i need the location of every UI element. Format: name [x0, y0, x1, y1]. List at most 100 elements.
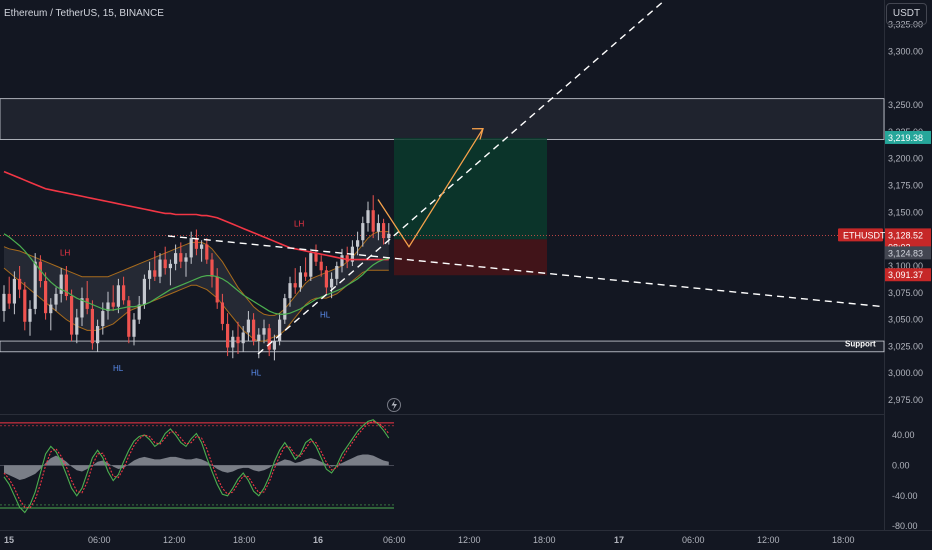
- candle-body: [96, 326, 100, 344]
- candle-body: [142, 278, 146, 305]
- projection-path: [377, 128, 484, 248]
- osc-tick: 40.00: [892, 430, 915, 440]
- candle-body: [189, 238, 193, 258]
- candle-body: [366, 210, 370, 224]
- label-hl-right: HL: [320, 310, 331, 319]
- candle-body: [345, 255, 349, 262]
- time-tick: 18:00: [533, 535, 556, 545]
- candle-body: [12, 278, 16, 304]
- candle-body: [33, 261, 37, 309]
- candle-body: [70, 296, 74, 335]
- price-tick: 3,025.00: [888, 341, 923, 351]
- candle-body: [7, 293, 11, 304]
- price-tag: [885, 130, 931, 144]
- candle-body: [330, 278, 334, 288]
- candle-body: [132, 319, 136, 337]
- price-tick: 3,000.00: [888, 368, 923, 378]
- price-tick: 3,100.00: [888, 261, 923, 271]
- candle-body: [174, 253, 178, 264]
- candle-body: [168, 263, 172, 269]
- label-hl-left: HL: [113, 364, 124, 373]
- candle-body: [371, 210, 375, 232]
- time-tick: 12:00: [163, 535, 186, 545]
- candle-body: [376, 223, 380, 232]
- position-stop-box: [394, 239, 547, 276]
- candle-body: [200, 244, 204, 249]
- time-tick: 18:00: [832, 535, 855, 545]
- candle-body: [90, 308, 94, 344]
- candle-body: [2, 293, 6, 312]
- time-tick: 06:00: [88, 535, 111, 545]
- candle-body: [106, 302, 110, 312]
- candle-body: [153, 270, 157, 277]
- band-lower-line: [3, 267, 389, 342]
- candle-body: [314, 253, 318, 262]
- candle-body: [127, 300, 131, 337]
- candle-body: [220, 302, 224, 324]
- ema-red-line: [3, 170, 389, 261]
- osc-tick: 0.00: [892, 460, 910, 470]
- symbol-title[interactable]: Ethereum / TetherUS, 15, BINANCE: [4, 8, 164, 19]
- current-price-value: 3,128.52: [888, 230, 923, 240]
- price-tag-label: 3,091.37: [888, 270, 923, 280]
- candle-body: [361, 223, 365, 241]
- candle-body: [28, 308, 32, 322]
- candle-body: [319, 261, 323, 271]
- label-lh-right: LH: [294, 219, 304, 228]
- candles: [2, 195, 391, 361]
- candle-body: [324, 270, 328, 288]
- candle-body: [246, 319, 250, 333]
- candle-body: [194, 238, 198, 249]
- candle-body: [54, 293, 58, 305]
- candle-body: [158, 259, 162, 277]
- candle-body: [38, 261, 42, 282]
- candle-body: [137, 304, 141, 320]
- price-tick: 2,975.00: [888, 395, 923, 405]
- time-tick: 12:00: [757, 535, 780, 545]
- candle-body: [241, 332, 245, 344]
- trendline-ascending: [257, 0, 666, 355]
- symbol-tag-label: ETHUSDT: [843, 230, 886, 240]
- osc-histogram: [4, 454, 389, 480]
- time-tick: 16: [313, 535, 323, 545]
- candle-body: [262, 328, 266, 335]
- price-tag: [885, 246, 931, 260]
- currency-button[interactable]: USDT: [886, 3, 927, 25]
- candle-body: [226, 323, 230, 348]
- candle-body: [231, 336, 235, 348]
- price-tick: 3,075.00: [888, 288, 923, 298]
- projection-arrowhead: [471, 128, 484, 140]
- price-tick: 3,150.00: [888, 207, 923, 217]
- candle-body: [293, 283, 297, 288]
- candle-body: [59, 274, 63, 294]
- candle-body: [116, 285, 120, 307]
- candle-body: [111, 302, 115, 307]
- candle-body: [184, 257, 188, 262]
- osc-green-line: [3, 419, 390, 514]
- candle-body: [18, 278, 22, 290]
- candle-body: [356, 240, 360, 247]
- candle-body: [278, 319, 282, 342]
- candle-body: [272, 341, 276, 350]
- label-support: Support: [845, 339, 876, 348]
- candle-body: [23, 289, 27, 322]
- candle-body: [215, 276, 219, 303]
- candle-body: [236, 336, 240, 344]
- candle-body: [179, 253, 183, 262]
- price-tick: 3,050.00: [888, 315, 923, 325]
- osc-red-line: [3, 420, 390, 509]
- candle-body: [257, 334, 261, 342]
- lightning-icon: [387, 398, 401, 412]
- candle-body: [382, 223, 386, 239]
- candle-body: [49, 304, 53, 314]
- candle-body: [44, 281, 48, 314]
- label-hl-mid: HL: [251, 368, 262, 377]
- candle-body: [75, 317, 79, 335]
- candle-body: [122, 285, 126, 301]
- price-tag-label: 3,219.38: [888, 133, 923, 143]
- time-tick: 15: [4, 535, 14, 545]
- candle-body: [288, 283, 292, 299]
- candle-body: [298, 272, 302, 288]
